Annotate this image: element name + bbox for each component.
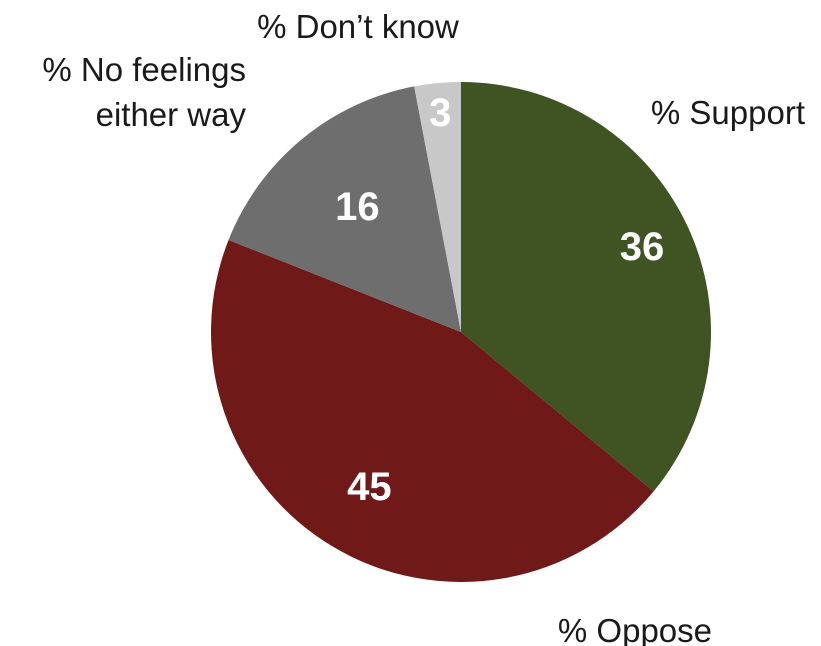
pie-slice-no-feelings-either-way: [228, 86, 461, 332]
pie-slice-oppose: [210, 239, 654, 583]
pie-slice-support: [461, 82, 711, 492]
category-label-oppose: % Oppose: [558, 612, 712, 646]
category-label-dont-know: % Don’t know: [257, 8, 459, 45]
category-label-line: % Support: [651, 94, 805, 131]
data-label-dont-know: 3: [429, 91, 451, 135]
data-label-no-feelings-either-way: 16: [335, 185, 380, 229]
category-label-support: % Support: [651, 94, 805, 131]
category-label-line: % Don’t know: [257, 8, 459, 45]
pie-slice-dont-know: [414, 82, 461, 332]
category-label-line: % No feelings: [42, 51, 246, 88]
data-label-oppose: 45: [347, 465, 392, 509]
data-label-support: 36: [620, 225, 665, 269]
category-label-no-feelings-either-way: % No feelings either way: [42, 51, 246, 133]
category-label-line: % Oppose: [558, 612, 712, 646]
category-label-line: either way: [96, 96, 247, 133]
